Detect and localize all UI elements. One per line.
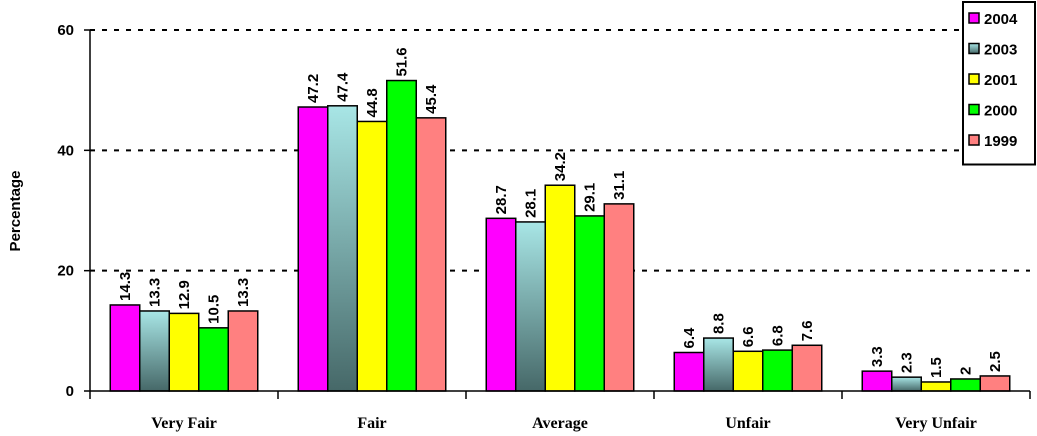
axes: 0 20 40 60 Very Fair Fair Average Unfair Very Un…	[57, 22, 1031, 432]
data-label: 6.6	[740, 326, 757, 347]
y-tick-label: 20	[57, 263, 74, 280]
bar-2000	[574, 215, 605, 392]
data-label: 2.3	[899, 352, 916, 373]
data-label: 7.6	[799, 320, 816, 341]
data-labels: 14.3 13.3 12.9 10.5 13.3 47.2 47.4 44.8 51.6 45.4…	[117, 47, 1004, 378]
y-axis-title: Percentage	[7, 171, 24, 252]
legend-swatch-2000	[968, 103, 980, 116]
bar-2004	[485, 217, 517, 392]
data-label: 6.4	[681, 327, 698, 349]
data-label: 3.3	[869, 346, 886, 367]
legend-swatch-1999	[968, 134, 980, 146]
data-label: 2.5	[987, 351, 1004, 372]
bar-2004	[109, 304, 141, 392]
data-label: 44.8	[364, 88, 381, 117]
bar-1999	[979, 375, 1011, 392]
x-tick-label: Unfair	[725, 415, 770, 432]
bar-2001	[356, 120, 388, 392]
legend-swatch-2003	[968, 42, 980, 55]
bar-2000	[762, 349, 793, 392]
data-label: 12.9	[176, 280, 193, 309]
data-label: 13.3	[235, 278, 252, 307]
data-label: 47.2	[305, 74, 322, 103]
legend: 2004 2003 2001 2000 1999	[962, 1, 1036, 166]
bar-2000	[386, 79, 417, 392]
bar-2000	[198, 327, 229, 392]
data-label: 10.5	[206, 295, 223, 324]
bar-2003	[139, 310, 170, 392]
bar-2001	[544, 184, 576, 392]
data-label: 51.6	[394, 47, 411, 76]
bar-2001	[732, 350, 764, 392]
data-label: 45.4	[423, 84, 440, 114]
data-label: 47.4	[335, 72, 352, 102]
x-tick-label: Fair	[357, 415, 386, 432]
bar-2003	[891, 376, 922, 392]
bar-2004	[673, 351, 705, 392]
bar-2003	[703, 337, 734, 392]
y-tick-label: 0	[66, 383, 74, 400]
x-tick-label: Average	[532, 415, 588, 432]
data-label: 14.3	[117, 272, 134, 301]
data-label: 31.1	[611, 171, 628, 200]
data-label: 29.1	[582, 183, 599, 212]
data-label: 28.7	[493, 185, 510, 214]
x-tick-label: Very Unfair	[895, 415, 977, 432]
legend-label: 2003	[984, 42, 1017, 59]
y-tick-label: 60	[57, 22, 74, 39]
y-tick-label: 40	[57, 142, 74, 159]
data-label: 13.3	[147, 278, 164, 307]
data-label: 28.1	[523, 189, 540, 218]
bar-2004	[297, 106, 329, 392]
data-label: 1.5	[928, 357, 945, 378]
legend-label: 2004	[984, 11, 1018, 28]
legend-swatch-2004	[968, 12, 980, 24]
bar-2001	[920, 381, 952, 392]
bar-2003	[515, 221, 546, 392]
bar-2000	[950, 378, 981, 392]
data-label: 2	[958, 367, 975, 375]
legend-label: 2001	[984, 72, 1017, 89]
bar-1999	[791, 344, 823, 392]
data-label: 6.8	[770, 325, 787, 346]
bar-2001	[168, 312, 200, 392]
bar-1999	[415, 117, 447, 392]
data-label: 34.2	[552, 152, 569, 181]
bar-1999	[227, 310, 259, 392]
bars	[109, 79, 1011, 392]
data-label: 8.8	[711, 313, 728, 334]
x-tick-label: Very Fair	[151, 415, 217, 432]
legend-label: 1999	[984, 133, 1017, 150]
legend-swatch-2001	[968, 73, 980, 85]
bar-2004	[861, 370, 893, 392]
legend-label: 2000	[984, 103, 1017, 120]
bar-1999	[603, 203, 635, 392]
bar-2003	[327, 105, 358, 392]
